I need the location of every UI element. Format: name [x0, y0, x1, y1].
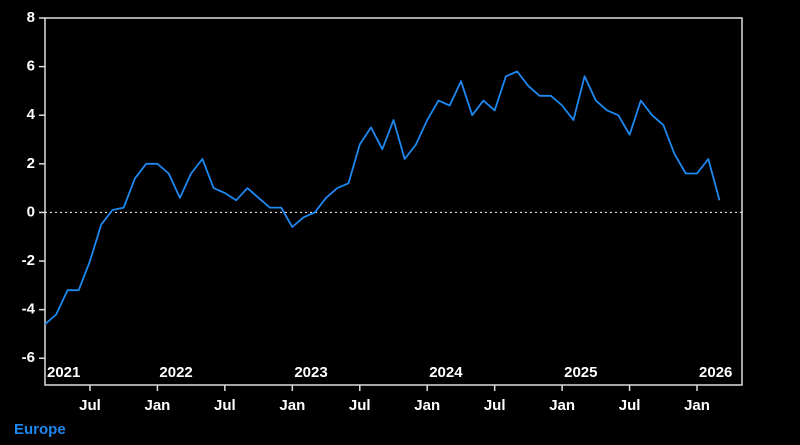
year-label: 2021 [47, 364, 80, 381]
x-tick-label: Jan [414, 397, 440, 414]
x-tick-label: Jul [349, 397, 371, 414]
legend-label: Europe [14, 421, 66, 438]
x-tick-label: Jul [484, 397, 506, 414]
year-label: 2026 [699, 364, 732, 381]
year-label: 2025 [564, 364, 597, 381]
year-label: 2023 [294, 364, 327, 381]
year-label: 2024 [429, 364, 463, 381]
y-tick-label: 2 [27, 155, 35, 172]
y-tick-label: -2 [22, 252, 35, 269]
x-tick-label: Jan [279, 397, 305, 414]
y-tick-label: 4 [27, 106, 36, 123]
x-tick-label: Jul [619, 397, 641, 414]
x-tick-label: Jan [549, 397, 575, 414]
x-tick-label: Jan [144, 397, 170, 414]
series-line [44, 70, 721, 325]
x-tick-label: Jan [684, 397, 710, 414]
y-tick-label: 6 [27, 58, 35, 75]
year-label: 2022 [159, 364, 192, 381]
y-tick-label: 0 [27, 203, 35, 220]
y-tick-label: -6 [22, 349, 35, 366]
x-tick-label: Jul [214, 397, 236, 414]
y-tick-label: -4 [22, 301, 36, 318]
plot-frame [44, 17, 743, 386]
y-tick-label: 8 [27, 9, 35, 26]
x-tick-label: Jul [79, 397, 101, 414]
